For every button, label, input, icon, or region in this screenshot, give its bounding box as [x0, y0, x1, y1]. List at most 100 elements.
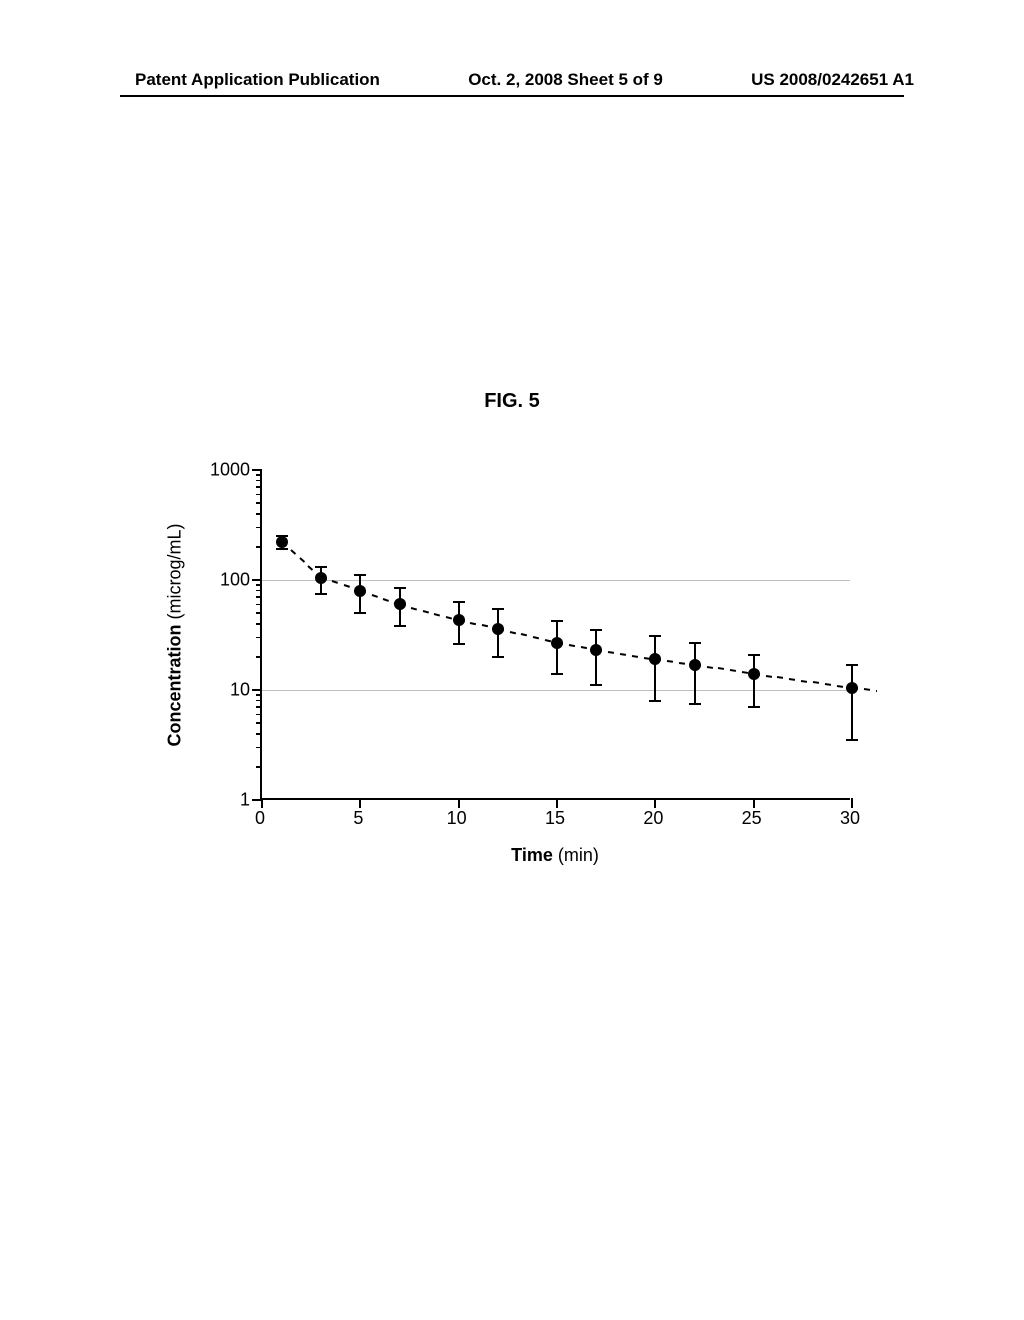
- y-tick-minor: [256, 612, 262, 614]
- figure-title: FIG. 5: [0, 390, 1024, 413]
- trendline-dash: [482, 624, 488, 627]
- y-tick-minor: [256, 656, 262, 658]
- concentration-time-chart: Concentration (microg/mL) Time (min) 110…: [140, 450, 884, 890]
- error-cap-bottom: [354, 612, 366, 614]
- gridline-horizontal: [262, 580, 850, 581]
- trendline-dash: [632, 655, 638, 658]
- y-tick-minor: [256, 596, 262, 598]
- x-tick: [753, 798, 755, 808]
- x-tick: [261, 798, 263, 808]
- data-point: [748, 668, 760, 680]
- y-tick-label: 100: [220, 570, 250, 591]
- trendline-dash: [332, 580, 338, 584]
- error-cap-top: [394, 587, 406, 589]
- trendline-dash: [679, 662, 685, 665]
- x-axis-title-unit: (min): [553, 845, 599, 865]
- y-axis-title-bold: Concentration: [165, 625, 185, 747]
- error-cap-top: [748, 654, 760, 656]
- error-cap-bottom: [315, 593, 327, 595]
- trendline-dash: [446, 616, 452, 619]
- trendline-dash: [667, 660, 673, 663]
- error-cap-bottom: [846, 739, 858, 741]
- y-tick-minor: [256, 494, 262, 496]
- error-bar: [851, 665, 853, 741]
- trendline-dash: [509, 631, 515, 634]
- trendline-dash: [580, 646, 586, 649]
- trendline-dash: [308, 566, 314, 571]
- data-point: [315, 572, 327, 584]
- x-axis-title-bold: Time: [511, 845, 553, 865]
- trendline-dash: [434, 613, 440, 616]
- x-tick-label: 30: [840, 808, 860, 829]
- trendline-dash: [608, 651, 614, 654]
- error-bar: [694, 643, 696, 704]
- error-cap-top: [315, 566, 327, 568]
- y-tick-minor: [256, 722, 262, 724]
- trendline-dash: [383, 598, 389, 602]
- error-cap-bottom: [453, 643, 465, 645]
- y-tick-minor: [256, 700, 262, 702]
- x-tick: [458, 798, 460, 808]
- y-tick-minor: [256, 637, 262, 639]
- trendline-dash: [864, 688, 870, 691]
- gridline-horizontal: [262, 690, 850, 691]
- trendline-dash: [789, 678, 795, 681]
- y-tick: [252, 469, 262, 471]
- data-point: [689, 659, 701, 671]
- y-tick-minor: [256, 714, 262, 716]
- data-point: [354, 585, 366, 597]
- header-right: US 2008/0242651 A1: [751, 70, 914, 90]
- x-tick-label: 20: [643, 808, 663, 829]
- x-tick-label: 25: [742, 808, 762, 829]
- error-cap-top: [846, 664, 858, 666]
- y-tick-minor: [256, 766, 262, 768]
- x-tick-label: 15: [545, 808, 565, 829]
- error-bar: [753, 655, 755, 707]
- y-tick-minor: [256, 590, 262, 592]
- y-tick-minor: [256, 546, 262, 548]
- error-cap-top: [492, 608, 504, 610]
- y-tick-minor: [256, 623, 262, 625]
- header-left: Patent Application Publication: [135, 70, 380, 90]
- data-point: [394, 598, 406, 610]
- y-tick-minor: [256, 486, 262, 488]
- error-cap-bottom: [590, 684, 602, 686]
- x-tick-label: 10: [447, 808, 467, 829]
- y-tick-minor: [256, 584, 262, 586]
- error-bar: [654, 636, 656, 701]
- trendline-dash: [813, 681, 819, 684]
- trendline-dash: [470, 622, 476, 625]
- error-cap-top: [689, 642, 701, 644]
- trendline-dash: [423, 610, 429, 613]
- trendline-dash: [706, 666, 712, 669]
- page-header: Patent Application Publication Oct. 2, 2…: [0, 70, 1024, 90]
- trendline-dash: [825, 683, 831, 686]
- error-cap-bottom: [649, 700, 661, 702]
- error-cap-top: [590, 629, 602, 631]
- header-center: Oct. 2, 2008 Sheet 5 of 9: [468, 70, 663, 90]
- y-tick-minor: [256, 513, 262, 515]
- trendline-dash: [299, 558, 305, 563]
- trendline-dash: [801, 680, 807, 683]
- y-tick-minor: [256, 604, 262, 606]
- x-tick: [359, 798, 361, 808]
- trendline-dash: [876, 690, 877, 692]
- x-tick: [654, 798, 656, 808]
- data-point: [551, 637, 563, 649]
- error-cap-bottom: [748, 706, 760, 708]
- x-tick: [556, 798, 558, 808]
- error-cap-bottom: [276, 548, 288, 550]
- y-tick-minor: [256, 480, 262, 482]
- x-tick-label: 5: [353, 808, 363, 829]
- error-cap-bottom: [551, 673, 563, 675]
- data-point: [590, 644, 602, 656]
- data-point: [492, 623, 504, 635]
- data-point: [453, 614, 465, 626]
- y-tick-minor: [256, 527, 262, 529]
- trendline-dash: [730, 669, 736, 672]
- error-cap-bottom: [689, 703, 701, 705]
- error-cap-top: [354, 574, 366, 576]
- trendline-dash: [371, 594, 377, 598]
- trendline-dash: [718, 667, 724, 670]
- trendline-dash: [521, 633, 527, 636]
